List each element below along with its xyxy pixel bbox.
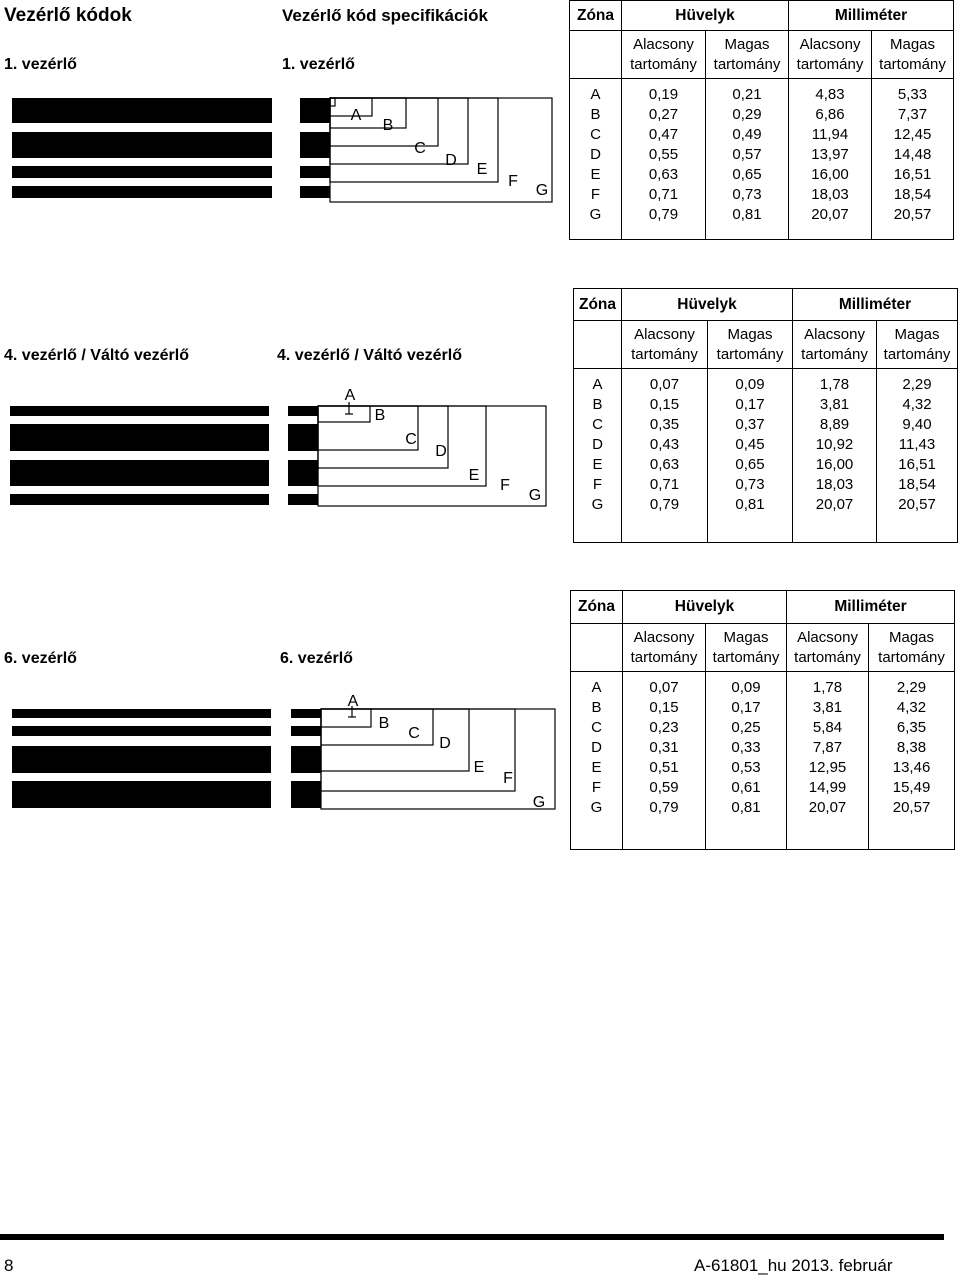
barcode-bar bbox=[12, 186, 272, 198]
zone-diagram-3: A B C D E F G bbox=[291, 693, 556, 811]
spec-table-3: Zóna Hüvelyk Milliméter Alacsony tartomán… bbox=[570, 590, 956, 850]
barcode-bar bbox=[10, 424, 269, 451]
zone-letter: C bbox=[414, 140, 426, 157]
zone-letter: G bbox=[536, 182, 548, 199]
inch-header: Hüvelyk bbox=[621, 590, 788, 624]
zone-letter: D bbox=[445, 152, 457, 169]
mm-high-header: Magas tartomány bbox=[868, 623, 956, 672]
inch-high-header: Magas tartomány bbox=[704, 30, 790, 79]
mm-low-header: Alacsony tartomány bbox=[788, 30, 873, 79]
inch-high-header: Magas tartomány bbox=[706, 320, 794, 369]
mm-header: Milliméter bbox=[788, 0, 955, 31]
zone-letter: B bbox=[379, 715, 390, 732]
inch-high-column: 0,09 0,17 0,25 0,33 0,53 0,61 0,81 bbox=[704, 671, 788, 850]
zone-letter: B bbox=[375, 407, 386, 424]
spec-table-1: Zóna Hüvelyk Milliméter Alacsony tartomán… bbox=[569, 0, 955, 240]
zone-header: Zóna bbox=[573, 288, 622, 321]
zone-letter: F bbox=[503, 770, 513, 787]
barcode-bar bbox=[12, 166, 272, 178]
barcode-bar bbox=[10, 494, 269, 505]
mm-header: Milliméter bbox=[786, 590, 956, 624]
barcode-bar bbox=[12, 132, 272, 158]
zone-letter: D bbox=[435, 443, 447, 460]
mm-high-column: 5,33 7,37 12,45 14,48 16,51 18,54 20,57 bbox=[871, 78, 955, 240]
zone-letter: A bbox=[351, 107, 362, 124]
mm-high-column: 2,29 4,32 9,40 11,43 16,51 18,54 20,57 bbox=[876, 368, 959, 543]
inch-high-header: Magas tartomány bbox=[704, 623, 788, 672]
mm-header: Milliméter bbox=[792, 288, 959, 321]
zone-letter: E bbox=[474, 759, 485, 776]
section1-left-label: 1. vezérlő bbox=[4, 56, 77, 73]
barcode-bar bbox=[10, 460, 269, 486]
zone-letter: G bbox=[533, 794, 545, 811]
section1-right-label: 1. vezérlő bbox=[282, 56, 355, 73]
zone-letter: A bbox=[345, 387, 356, 404]
mm-low-column: 4,83 6,86 11,94 13,97 16,00 18,03 20,07 bbox=[788, 78, 873, 240]
zone-header: Zóna bbox=[570, 590, 623, 624]
mm-low-column: 1,78 3,81 8,89 10,92 16,00 18,03 20,07 bbox=[792, 368, 878, 543]
inch-header: Hüvelyk bbox=[620, 288, 794, 321]
barcode-bar bbox=[12, 746, 271, 773]
zone-diagram-2: A B C D E F G bbox=[288, 387, 547, 507]
zone-letter: A bbox=[348, 693, 359, 710]
footer-rule bbox=[0, 1234, 944, 1240]
mm-low-column: 1,78 3,81 5,84 7,87 12,95 14,99 20,07 bbox=[786, 671, 870, 850]
zone-letter: F bbox=[508, 173, 518, 190]
mm-high-header: Magas tartomány bbox=[876, 320, 959, 369]
inch-high-column: 0,09 0,17 0,37 0,45 0,65 0,73 0,81 bbox=[706, 368, 794, 543]
inch-header: Hüvelyk bbox=[620, 0, 790, 31]
zone-letter: E bbox=[477, 161, 488, 178]
zone-letter: F bbox=[500, 477, 510, 494]
section2-left-label: 4. vezérlő / Váltó vezérlő bbox=[4, 347, 189, 364]
zone-letter: C bbox=[408, 725, 420, 742]
zone-letter: E bbox=[469, 467, 480, 484]
section2-right-label: 4. vezérlő / Váltó vezérlő bbox=[277, 347, 462, 364]
section3-right-label: 6. vezérlő bbox=[280, 650, 353, 667]
zone-letter: D bbox=[439, 735, 451, 752]
inch-low-header: Alacsony tartomány bbox=[621, 320, 708, 369]
page-number: 8 bbox=[4, 1256, 14, 1275]
zone-letter: G bbox=[529, 487, 541, 504]
section3-left-label: 6. vezérlő bbox=[4, 650, 77, 667]
mm-low-header: Alacsony tartomány bbox=[792, 320, 878, 369]
inch-low-column: 0,19 0,27 0,47 0,55 0,63 0,71 0,79 bbox=[621, 78, 706, 240]
zone-header: Zóna bbox=[569, 0, 622, 31]
spec-table-2: Zóna Hüvelyk Milliméter Alacsony tartomán… bbox=[573, 288, 959, 543]
mm-low-header: Alacsony tartomány bbox=[786, 623, 870, 672]
inch-high-column: 0,21 0,29 0,49 0,57 0,65 0,73 0,81 bbox=[704, 78, 790, 240]
barcode-bar bbox=[12, 726, 271, 736]
page-title: Vezérlő kódok bbox=[4, 5, 132, 26]
zone-diagram-1: A B C D E F G bbox=[300, 97, 553, 203]
barcode-bar bbox=[10, 406, 269, 416]
footer-doc-id: A-61801_hu 2013. február bbox=[694, 1256, 893, 1275]
inch-low-column: 0,07 0,15 0,35 0,43 0,63 0,71 0,79 bbox=[621, 368, 708, 543]
spec-title: Vezérlő kód specifikációk bbox=[282, 6, 488, 25]
zone-letter: C bbox=[405, 431, 417, 448]
inch-low-column: 0,07 0,15 0,23 0,31 0,51 0,59 0,79 bbox=[622, 671, 706, 850]
mm-high-column: 2,29 4,32 6,35 8,38 13,46 15,49 20,57 bbox=[868, 671, 956, 850]
barcode-bar bbox=[12, 781, 271, 808]
inch-low-header: Alacsony tartomány bbox=[622, 623, 706, 672]
zone-letter: B bbox=[383, 117, 394, 134]
mm-high-header: Magas tartomány bbox=[871, 30, 955, 79]
barcode-bar bbox=[12, 709, 271, 718]
inch-low-header: Alacsony tartomány bbox=[621, 30, 706, 79]
barcode-bar bbox=[12, 98, 272, 123]
